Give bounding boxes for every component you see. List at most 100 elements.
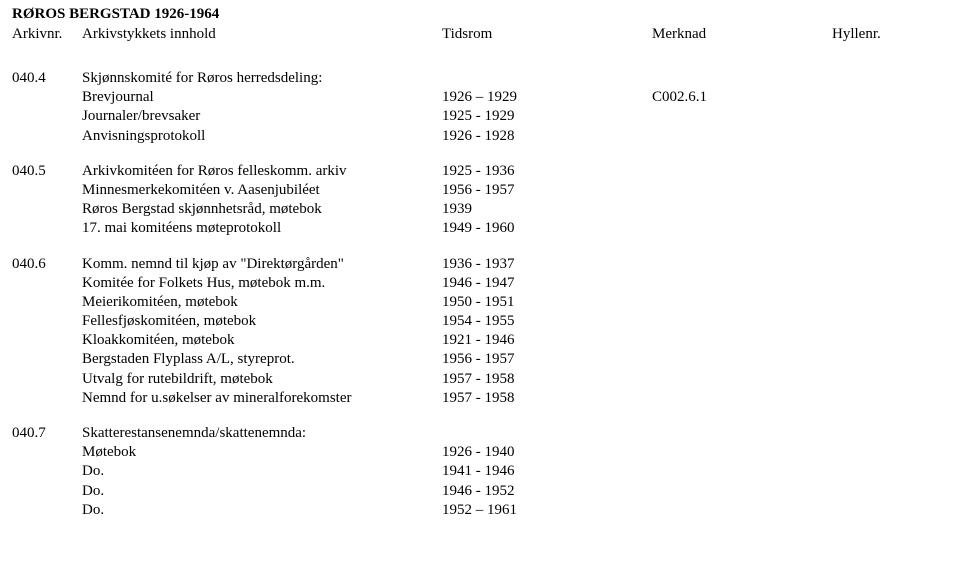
entry-shelf [832, 274, 948, 293]
entry-block: 040.4Skjønnskomité for Røros herredsdeli… [12, 69, 948, 146]
entry-description: Komitée for Folkets Hus, møtebok m.m. [82, 274, 442, 293]
entry-shelf [832, 293, 948, 312]
entry-line: Minnesmerkekomitéen v. Aasenjubiléet1956… [12, 181, 948, 200]
entry-code [12, 350, 82, 369]
entry-description: Fellesfjøskomitéen, møtebok [82, 312, 442, 331]
entry-timespan: 1921 - 1946 [442, 331, 652, 350]
entry-timespan: 1939 [442, 200, 652, 219]
entry-line: Fellesfjøskomitéen, møtebok1954 - 1955 [12, 312, 948, 331]
entry-block: 040.5Arkivkomitéen for Røros felleskomm.… [12, 162, 948, 239]
entry-note: C002.6.1 [652, 88, 832, 107]
entry-note [652, 127, 832, 146]
entry-note [652, 162, 832, 181]
entry-shelf [832, 69, 948, 88]
entry-timespan [442, 69, 652, 88]
entry-line: Journaler/brevsaker1925 - 1929 [12, 107, 948, 126]
entry-shelf [832, 127, 948, 146]
entry-line: Bergstaden Flyplass A/L, styreprot.1956 … [12, 350, 948, 369]
entry-timespan: 1926 – 1929 [442, 88, 652, 107]
entry-line: Møtebok1926 - 1940 [12, 443, 948, 462]
entry-shelf [832, 424, 948, 443]
entry-code [12, 200, 82, 219]
entry-description: Anvisningsprotokoll [82, 127, 442, 146]
entry-timespan: 1952 – 1961 [442, 501, 652, 520]
header-merknad: Merknad [652, 26, 832, 43]
entry-timespan: 1946 - 1952 [442, 482, 652, 501]
entry-description: Nemnd for u.søkelser av mineralforekomst… [82, 389, 442, 408]
entry-description: 17. mai komitéens møteprotokoll [82, 219, 442, 238]
entry-block: 040.6Komm. nemnd til kjøp av "Direktørgå… [12, 255, 948, 409]
entry-description: Utvalg for rutebildrift, møtebok [82, 370, 442, 389]
entry-note [652, 219, 832, 238]
entry-code [12, 219, 82, 238]
entry-timespan: 1957 - 1958 [442, 370, 652, 389]
entry-line: 040.5Arkivkomitéen for Røros felleskomm.… [12, 162, 948, 181]
entries-container: 040.4Skjønnskomité for Røros herredsdeli… [12, 69, 948, 520]
entry-line: Nemnd for u.søkelser av mineralforekomst… [12, 389, 948, 408]
entry-shelf [832, 107, 948, 126]
entry-code [12, 482, 82, 501]
entry-timespan: 1957 - 1958 [442, 389, 652, 408]
entry-timespan: 1956 - 1957 [442, 181, 652, 200]
entry-code: 040.4 [12, 69, 82, 88]
entry-timespan: 1936 - 1937 [442, 255, 652, 274]
entry-shelf [832, 389, 948, 408]
entry-note [652, 107, 832, 126]
entry-description: Do. [82, 462, 442, 481]
entry-code [12, 107, 82, 126]
entry-description: Komm. nemnd til kjøp av "Direktørgården" [82, 255, 442, 274]
entry-line: Anvisningsprotokoll1926 - 1928 [12, 127, 948, 146]
entry-note [652, 462, 832, 481]
entry-line: Røros Bergstad skjønnhetsråd, møtebok193… [12, 200, 948, 219]
entry-shelf [832, 219, 948, 238]
entry-line: 040.7Skatterestansenemnda/skattenemnda: [12, 424, 948, 443]
title-block: RØROS BERGSTAD 1926-1964 [12, 6, 948, 23]
entry-line: Komitée for Folkets Hus, møtebok m.m.194… [12, 274, 948, 293]
entry-description: Meierikomitéen, møtebok [82, 293, 442, 312]
entry-shelf [832, 462, 948, 481]
entry-shelf [832, 501, 948, 520]
entry-shelf [832, 312, 948, 331]
entry-shelf [832, 255, 948, 274]
entry-code: 040.7 [12, 424, 82, 443]
entry-timespan: 1956 - 1957 [442, 350, 652, 369]
entry-line: Kloakkomitéen, møtebok1921 - 1946 [12, 331, 948, 350]
entry-timespan: 1925 - 1936 [442, 162, 652, 181]
entry-line: 040.4Skjønnskomité for Røros herredsdeli… [12, 69, 948, 88]
entry-shelf [832, 162, 948, 181]
entry-line: Do.1952 – 1961 [12, 501, 948, 520]
entry-code [12, 293, 82, 312]
entry-code: 040.5 [12, 162, 82, 181]
entry-description: Bergstaden Flyplass A/L, styreprot. [82, 350, 442, 369]
entry-note [652, 274, 832, 293]
entry-timespan: 1926 - 1928 [442, 127, 652, 146]
entry-note [652, 331, 832, 350]
entry-code [12, 370, 82, 389]
entry-code [12, 501, 82, 520]
entry-code [12, 88, 82, 107]
entry-shelf [832, 200, 948, 219]
header-arkivnr: Arkivnr. [12, 26, 82, 43]
entry-timespan: 1941 - 1946 [442, 462, 652, 481]
entry-timespan [442, 424, 652, 443]
entry-code [12, 331, 82, 350]
entry-note [652, 424, 832, 443]
entry-shelf [832, 331, 948, 350]
entry-description: Røros Bergstad skjønnhetsråd, møtebok [82, 200, 442, 219]
entry-shelf [832, 443, 948, 462]
header-tidsrom: Tidsrom [442, 26, 652, 43]
entry-note [652, 389, 832, 408]
entry-description: Do. [82, 482, 442, 501]
entry-description: Arkivkomitéen for Røros felleskomm. arki… [82, 162, 442, 181]
entry-description: Do. [82, 501, 442, 520]
entry-shelf [832, 370, 948, 389]
entry-shelf [832, 482, 948, 501]
entry-note [652, 443, 832, 462]
entry-timespan: 1926 - 1940 [442, 443, 652, 462]
entry-code [12, 127, 82, 146]
entry-code [12, 462, 82, 481]
entry-line: 040.6Komm. nemnd til kjøp av "Direktørgå… [12, 255, 948, 274]
document-page: RØROS BERGSTAD 1926-1964 Arkivnr. Arkivs… [0, 0, 960, 520]
entry-note [652, 293, 832, 312]
entry-code [12, 274, 82, 293]
